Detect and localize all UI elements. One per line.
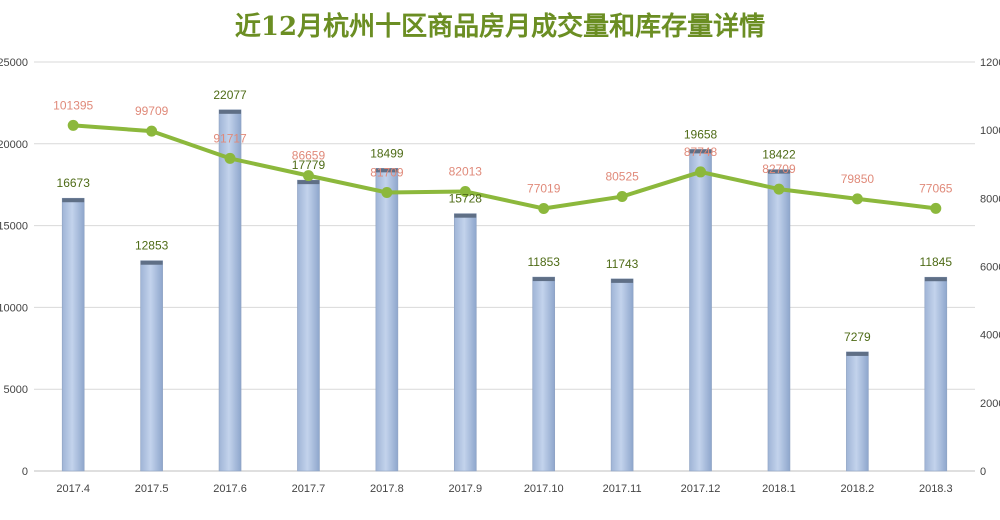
line-point: [459, 185, 471, 197]
bar-cap: [689, 149, 712, 154]
line-value-label: 79850: [841, 172, 875, 186]
bar: [846, 351, 869, 472]
bar-value-label: 15728: [449, 192, 483, 206]
line-path: [73, 123, 937, 211]
line-point: [930, 202, 942, 214]
left-tick-label: 25000: [0, 57, 28, 69]
line-value-label: 77019: [527, 181, 561, 195]
left-axis: 0 5000 10000 15000 20000 25000: [0, 57, 28, 478]
left-tick-label: 15000: [0, 221, 28, 233]
right-tick-label: 80000: [980, 193, 1000, 205]
bar-value-label: 7279: [844, 330, 871, 344]
line-value-label: 77065: [919, 181, 953, 195]
bar: [140, 260, 163, 472]
bar-value-label: 11845: [920, 255, 953, 269]
data-labels: 16673 12853 22077 17779 18499 15728 11853 11743…: [53, 88, 953, 344]
bar-cap: [62, 198, 85, 203]
bar: [767, 169, 791, 472]
line-series: [67, 119, 942, 214]
line-value-label: 81709: [370, 166, 404, 180]
bar-cap: [846, 351, 869, 356]
right-tick-label: 60000: [980, 262, 1000, 274]
x-tick-label: 2017.4: [56, 483, 90, 495]
right-tick-label: 120000: [980, 57, 1000, 69]
bar-value-label: 18422: [762, 148, 796, 162]
bar: [689, 149, 712, 472]
bar-value-label: 22077: [213, 88, 247, 102]
line-value-label: 82709: [762, 162, 796, 176]
bar-cap: [219, 109, 242, 114]
left-tick-label: 5000: [4, 384, 28, 396]
bar-cap: [532, 277, 555, 282]
left-tick-label: 10000: [0, 302, 28, 314]
bar: [375, 168, 399, 472]
x-axis: 2017.4 2017.5 2017.6 2017.7 2017.8 2017.9 2017…: [56, 483, 952, 495]
bar-series: [61, 109, 948, 472]
line-value-label: 80525: [605, 170, 639, 184]
line-point: [67, 119, 79, 131]
line-point: [146, 125, 158, 137]
bar-cap: [140, 260, 163, 265]
bar-value-label: 12853: [135, 239, 169, 253]
right-tick-label: 40000: [980, 330, 1000, 342]
bar: [61, 197, 85, 472]
line-value-label: 87748: [684, 145, 718, 159]
x-tick-label: 2017.12: [681, 483, 721, 495]
x-tick-label: 2018.3: [919, 483, 953, 495]
bar: [924, 276, 948, 472]
line-value-label: 91717: [213, 131, 247, 145]
line-point: [224, 152, 236, 164]
left-tick-label: 20000: [0, 139, 28, 151]
line-point: [616, 191, 628, 203]
bar-value-label: 18499: [370, 146, 404, 160]
bar: [453, 213, 477, 472]
bar-cap: [924, 277, 947, 282]
line-point: [302, 170, 314, 182]
line-value-label: 99709: [135, 104, 169, 118]
bar-value-label: 11743: [606, 257, 639, 271]
bar: [218, 109, 242, 472]
line-point: [773, 183, 785, 195]
line-point: [538, 202, 550, 214]
line-value-label: 82013: [449, 164, 483, 178]
bar-cap: [454, 213, 477, 218]
x-tick-label: 2017.9: [448, 483, 482, 495]
x-tick-label: 2017.5: [135, 483, 169, 495]
bar: [532, 276, 556, 472]
bar-cap: [375, 168, 398, 173]
x-tick-label: 2018.1: [762, 483, 796, 495]
line-value-label: 101395: [53, 98, 93, 112]
line-point: [695, 166, 707, 178]
right-tick-label: 0: [980, 466, 986, 478]
bar-value-label: 11853: [527, 255, 560, 269]
x-tick-label: 2017.8: [370, 483, 404, 495]
line-value-label: 86659: [292, 149, 326, 163]
bar-value-label: 17779: [292, 158, 326, 172]
bar-cap: [297, 180, 320, 185]
bar: [610, 278, 634, 472]
right-axis: 0 20000 40000 60000 80000 100000 120000: [980, 57, 1000, 478]
x-tick-label: 2018.2: [841, 483, 875, 495]
gridlines: [34, 61, 975, 472]
right-tick-label: 20000: [980, 398, 1000, 410]
line-point: [851, 193, 863, 205]
bar-cap: [767, 169, 790, 174]
bar: [297, 179, 320, 472]
left-tick-label: 0: [22, 466, 28, 478]
chart-title: 近12月杭州十区商品房月成交量和库存量详情: [234, 12, 766, 42]
bar-cap: [611, 278, 634, 283]
x-tick-label: 2017.10: [524, 483, 564, 495]
x-tick-label: 2017.11: [603, 483, 642, 495]
x-tick-label: 2017.7: [292, 483, 326, 495]
bar-value-label: 16673: [57, 176, 91, 190]
right-tick-label: 100000: [980, 125, 1000, 137]
line-point: [381, 187, 393, 199]
bar-value-label: 19658: [684, 127, 718, 141]
x-tick-label: 2017.6: [213, 483, 247, 495]
